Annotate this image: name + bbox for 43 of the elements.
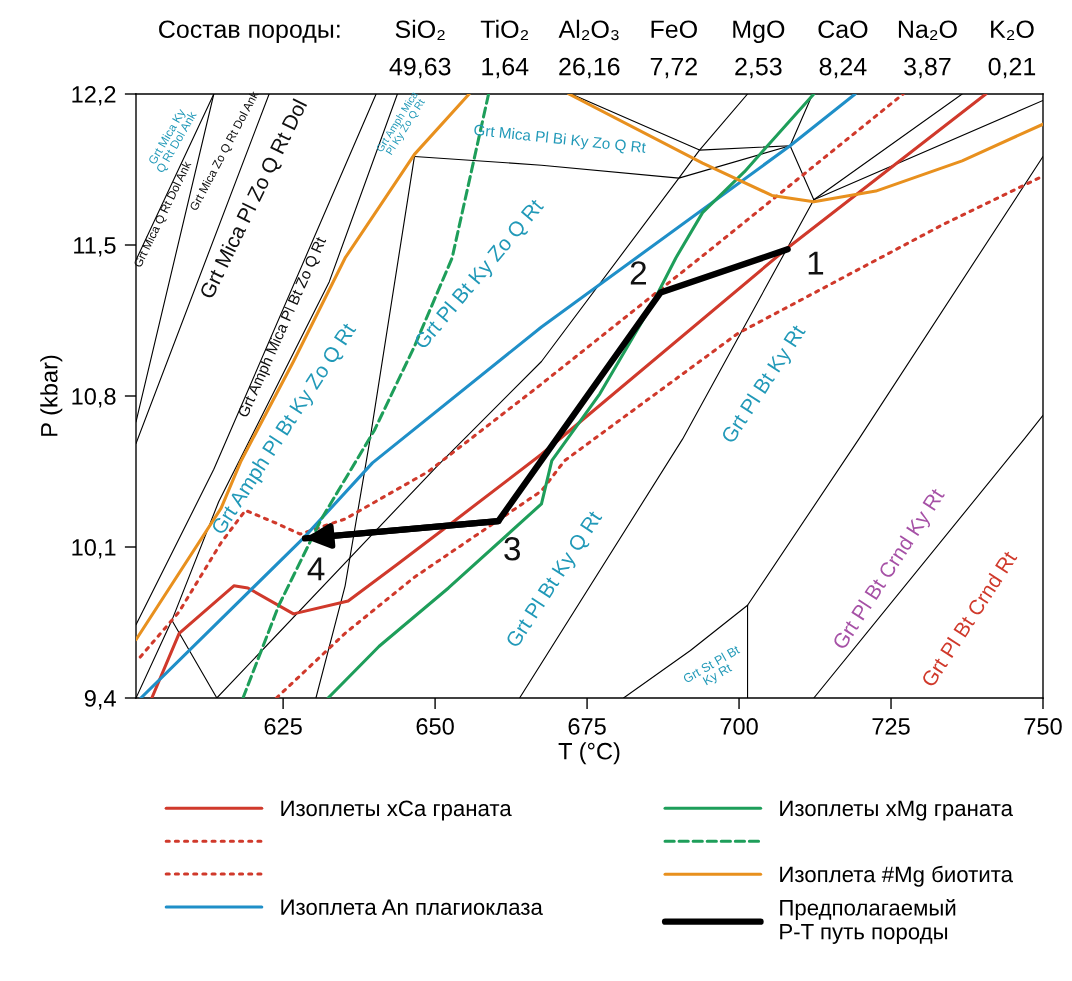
text: 2,53 bbox=[735, 57, 782, 79]
annotation: 1 bbox=[808, 251, 824, 275]
y-tick-label: 10,8 bbox=[72, 388, 116, 408]
text: 49,63 bbox=[389, 57, 451, 79]
legend-label: Предполагаемый P-T путь породы bbox=[780, 898, 956, 944]
text: 7,72 bbox=[650, 57, 697, 79]
text: Состав породы: bbox=[159, 20, 340, 44]
annotation: 4 bbox=[307, 557, 325, 581]
y-tick-label: 12,2 bbox=[72, 86, 116, 106]
text: 3,87 bbox=[904, 57, 951, 79]
annotation: 2 bbox=[630, 261, 646, 285]
text: MgO bbox=[733, 20, 785, 44]
legend-label: Изоплеты xMg граната bbox=[780, 800, 1013, 821]
text: Al₂O₃ bbox=[558, 19, 619, 41]
text: 26,16 bbox=[559, 57, 620, 79]
x-tick-label: 725 bbox=[872, 718, 910, 735]
legend-label: Изоплеты xCa граната bbox=[281, 800, 512, 821]
legend-label: Изоплета #Mg биотита bbox=[780, 865, 1013, 887]
text: FeO bbox=[651, 20, 697, 39]
y-tick-label: 11,5 bbox=[74, 237, 116, 257]
text: Na₂O bbox=[898, 20, 957, 40]
text: K₂O bbox=[991, 20, 1034, 40]
y-tick-label: 10,1 bbox=[72, 539, 116, 559]
annotation: 3 bbox=[504, 537, 521, 561]
y-tick-label: 9,4 bbox=[84, 690, 116, 710]
annotation: Grt Pl Bt Ky Rt bbox=[720, 323, 810, 447]
text: TiO₂ bbox=[480, 19, 529, 40]
text: 0,21 bbox=[988, 57, 1036, 79]
x-axis-title: T (°C) bbox=[558, 742, 620, 765]
y-axis-title: P (kbar) bbox=[40, 355, 63, 436]
text: 8,24 bbox=[819, 57, 867, 79]
x-tick-label: 675 bbox=[568, 718, 606, 735]
legend-label: Изоплета An плагиоклаза bbox=[281, 899, 543, 916]
annotation: Grt Mica Pl Bi Ky Zo Q Rt bbox=[473, 123, 647, 157]
annotation: Grt St Pl Bt Ky Rt bbox=[682, 644, 741, 688]
x-tick-label: 625 bbox=[264, 718, 302, 735]
text: SiO₂ bbox=[395, 19, 445, 40]
text: CaO bbox=[818, 20, 868, 39]
x-tick-label: 650 bbox=[416, 718, 454, 735]
x-tick-label: 750 bbox=[1024, 718, 1062, 735]
text: 1,64 bbox=[482, 57, 529, 79]
x-tick-label: 700 bbox=[720, 718, 758, 735]
annotation: Grt Pl Bt Ky Zo Q Rt bbox=[412, 197, 548, 353]
